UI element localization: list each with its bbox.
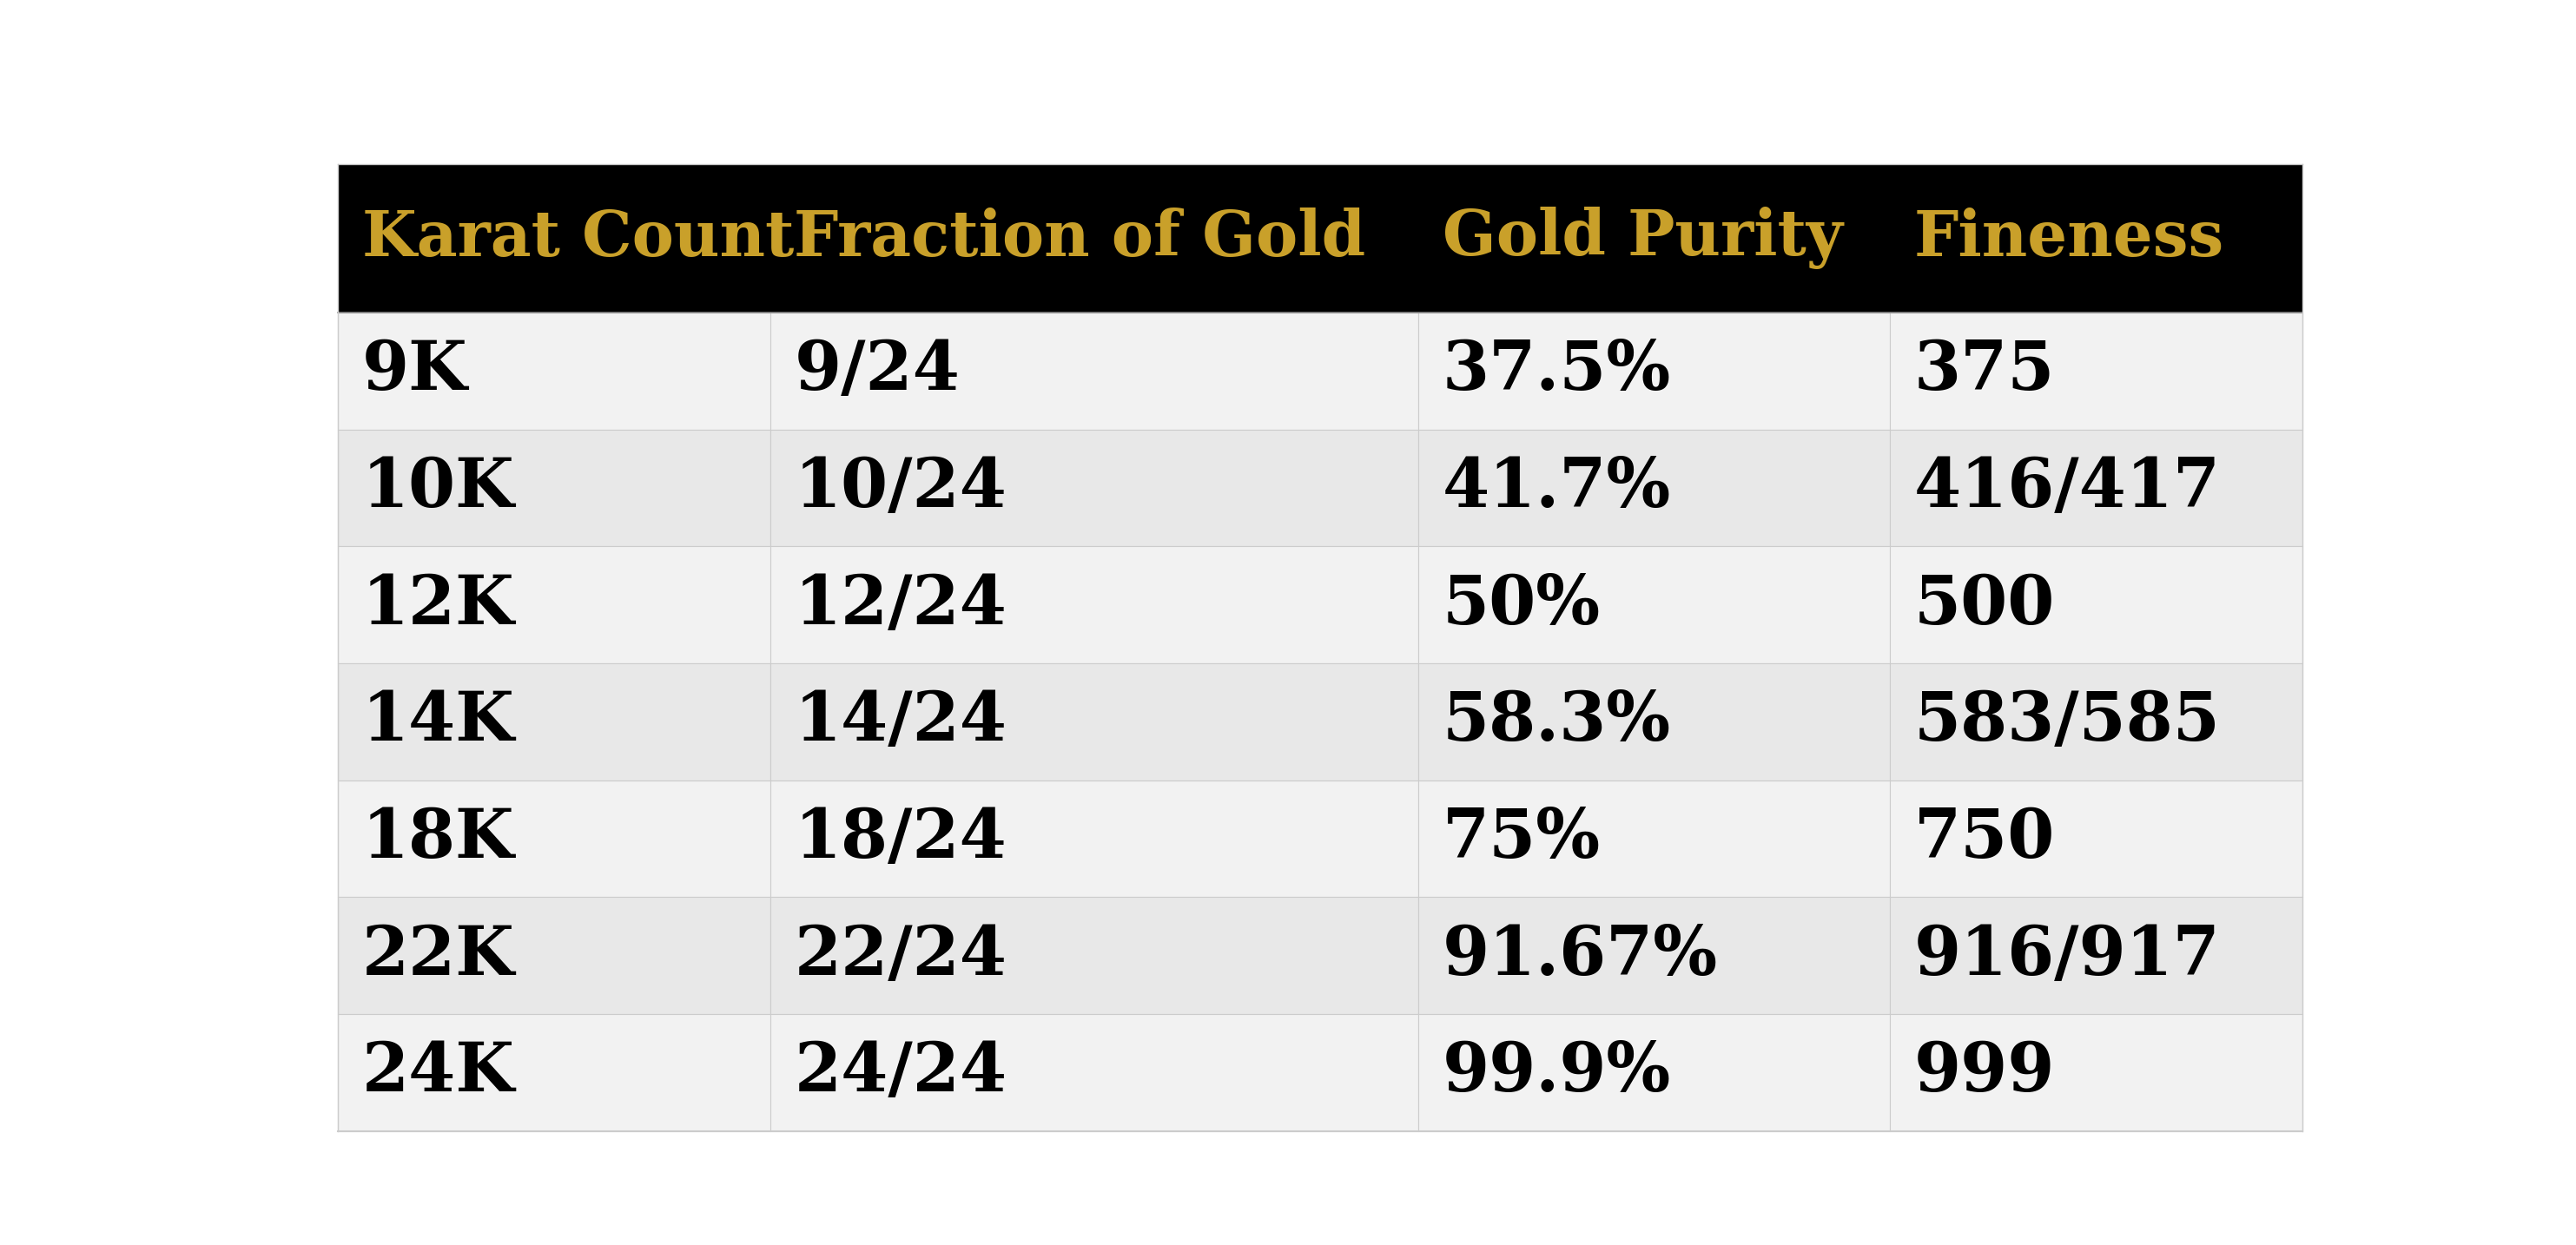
Bar <box>1891 430 2303 547</box>
Bar <box>770 547 1419 664</box>
Bar <box>770 898 1419 1015</box>
Text: 14K: 14K <box>361 688 515 754</box>
Text: Gold Purity: Gold Purity <box>1443 207 1842 269</box>
Bar <box>770 664 1419 781</box>
Bar <box>1419 1015 1891 1130</box>
Bar <box>337 1015 770 1130</box>
Text: 24K: 24K <box>361 1040 515 1106</box>
Text: 18/24: 18/24 <box>793 806 1007 871</box>
Text: 9/24: 9/24 <box>793 337 961 403</box>
Bar <box>1891 312 2303 430</box>
Text: 583/585: 583/585 <box>1914 688 2221 754</box>
Bar <box>337 547 770 664</box>
Bar <box>1891 898 2303 1015</box>
Bar <box>1891 664 2303 781</box>
Bar <box>1419 547 1891 664</box>
Bar <box>770 312 1419 430</box>
Text: 75%: 75% <box>1443 806 1600 871</box>
Bar <box>1419 664 1891 781</box>
Text: 500: 500 <box>1914 571 2056 637</box>
Bar <box>1891 547 2303 664</box>
Text: 9K: 9K <box>361 337 469 403</box>
Bar <box>337 664 770 781</box>
Text: 916/917: 916/917 <box>1914 923 2221 989</box>
Text: 37.5%: 37.5% <box>1443 337 1672 403</box>
Text: Fineness: Fineness <box>1914 207 2223 269</box>
Bar <box>1419 781 1891 898</box>
Bar <box>337 164 2303 312</box>
Bar <box>1419 898 1891 1015</box>
Text: 22K: 22K <box>361 923 515 989</box>
Text: 99.9%: 99.9% <box>1443 1040 1672 1106</box>
Text: 10K: 10K <box>361 454 515 520</box>
Bar <box>770 430 1419 547</box>
Bar <box>1419 312 1891 430</box>
Text: 14/24: 14/24 <box>793 688 1007 754</box>
Bar <box>337 781 770 898</box>
Text: 12K: 12K <box>361 571 515 637</box>
Bar <box>770 1015 1419 1130</box>
Bar <box>1419 430 1891 547</box>
Text: 10/24: 10/24 <box>793 454 1007 520</box>
Text: 416/417: 416/417 <box>1914 454 2221 520</box>
Text: 375: 375 <box>1914 337 2056 403</box>
Bar <box>1891 1015 2303 1130</box>
Text: 58.3%: 58.3% <box>1443 688 1672 754</box>
Bar <box>770 781 1419 898</box>
Text: Karat Count: Karat Count <box>361 207 793 269</box>
Text: 50%: 50% <box>1443 571 1600 637</box>
Text: 999: 999 <box>1914 1040 2056 1106</box>
Text: 41.7%: 41.7% <box>1443 454 1672 520</box>
Text: 750: 750 <box>1914 806 2056 871</box>
Bar <box>1891 781 2303 898</box>
Bar <box>337 312 770 430</box>
Text: 91.67%: 91.67% <box>1443 923 1718 989</box>
Text: 12/24: 12/24 <box>793 571 1007 637</box>
Text: 24/24: 24/24 <box>793 1040 1007 1106</box>
Bar <box>337 430 770 547</box>
Text: Fraction of Gold: Fraction of Gold <box>793 207 1365 269</box>
Text: 22/24: 22/24 <box>793 923 1007 989</box>
Text: 18K: 18K <box>361 806 515 871</box>
Bar <box>337 898 770 1015</box>
